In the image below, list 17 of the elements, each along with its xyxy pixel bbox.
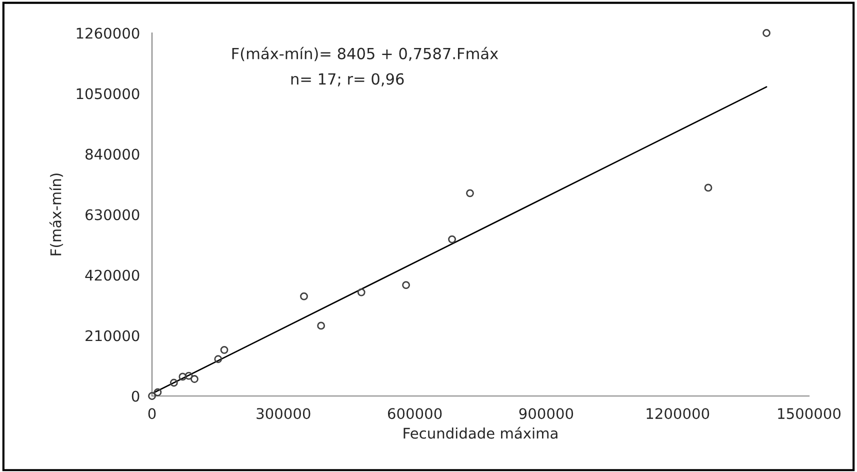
x-tick-label: 900000 [519, 408, 574, 420]
x-tick-label: 0 [148, 408, 156, 420]
annotation: n= 17; r= 0,96 [291, 73, 404, 86]
y-tick-label: 420000 [85, 270, 140, 281]
y-tick-label: 0 [132, 390, 140, 402]
x-tick-label: 600000 [388, 408, 442, 420]
x-tick-label: 300000 [256, 408, 310, 420]
x-tick-label: 1500000 [778, 408, 841, 420]
y-tick-label: 1260000 [76, 28, 140, 39]
y-tick-label: 210000 [86, 330, 140, 342]
x-tick-label: 1200000 [646, 408, 710, 420]
y-tick-label: 840000 [86, 148, 140, 160]
y-tick-label: 630000 [86, 209, 140, 220]
y-tick-label: 1050000 [76, 88, 140, 100]
y-axis-title: F(máx-mín) [49, 174, 64, 256]
annotation: F(máx-mín)= 8405 + 0,7587.Fmáx [232, 46, 498, 62]
x-axis-title: Fecundidade máxima [404, 426, 558, 439]
